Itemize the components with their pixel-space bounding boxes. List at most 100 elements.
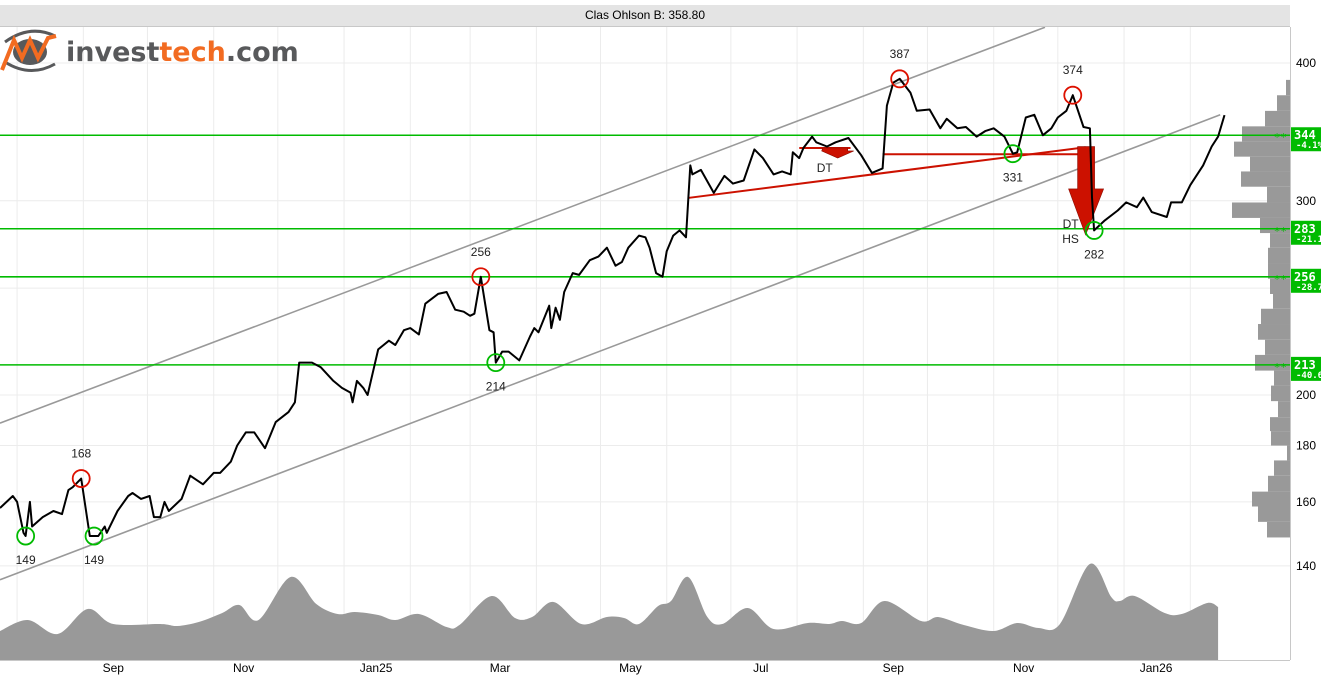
bottom-marker-circle: [486, 353, 506, 373]
y-tick-label: 400: [1296, 56, 1316, 70]
level-asterisks-icon: **: [1274, 361, 1287, 374]
level-label: 344-4.1%: [1291, 127, 1321, 151]
turning-point-markers: 168 149 149 256 214 387 331 374 282: [16, 47, 1105, 567]
level-label-box: [1291, 220, 1321, 245]
level-label: 283-21.1%: [1291, 220, 1321, 245]
level-percent: -28.7%: [1296, 283, 1321, 293]
volume-profile-bar: [1232, 202, 1290, 218]
volume-profile: [1232, 79, 1290, 538]
level-price: 283: [1294, 222, 1316, 236]
sell-signal-arrow-icon: [1068, 146, 1105, 236]
volume-profile-bar: [1258, 324, 1290, 340]
volume-profile-bar: [1242, 126, 1290, 142]
top-marker-circle: [1063, 85, 1083, 105]
x-tick-label: Sep: [103, 661, 125, 675]
x-tick-label: Jan26: [1140, 661, 1173, 675]
marker-value-label: 282: [1084, 247, 1104, 261]
volume-profile-bar: [1277, 95, 1290, 111]
trend-channel: [0, 27, 1221, 581]
volume-profile-bar: [1268, 475, 1290, 492]
volume-profile-bar: [1267, 186, 1290, 203]
volume-profile-bar: [1273, 293, 1290, 309]
level-label: 213-40.6%: [1291, 356, 1321, 381]
volume-profile-bar: [1270, 278, 1290, 294]
volume-profile-bar: [1268, 247, 1290, 264]
marker-value-label: 149: [84, 553, 104, 567]
marker-value-label: 331: [1003, 171, 1023, 185]
pattern-label: DT: [1063, 217, 1080, 231]
top-marker-circle: [71, 469, 91, 488]
pattern-line: [687, 146, 1086, 199]
volume-profile-bar: [1258, 506, 1290, 522]
pattern-label: HS: [1062, 232, 1079, 246]
marker-value-label: 149: [16, 553, 36, 567]
volume-profile-bar: [1261, 308, 1290, 325]
price-series: [0, 77, 1226, 537]
level-label-box: [1291, 127, 1321, 152]
level-label: 256-28.7%: [1291, 268, 1321, 293]
x-tick-label: Nov: [1013, 661, 1034, 675]
bottom-marker-circle: [1084, 221, 1104, 240]
sell-signal-arrow-icon: [821, 147, 854, 159]
volume-profile-bar: [1274, 370, 1290, 386]
volume-profile-bar: [1265, 110, 1290, 127]
y-axis: 400 300 200 180 160 140: [1296, 56, 1316, 573]
volume-profile-bar: [1268, 263, 1290, 279]
volume-profile-bar: [1267, 521, 1290, 538]
level-label-box: [1291, 356, 1321, 381]
volume-profile-bar: [1265, 339, 1290, 355]
logo-icon: [0, 29, 57, 72]
level-price: 213: [1294, 358, 1316, 372]
x-tick-label: Sep: [883, 661, 905, 675]
level-percent: -40.6%: [1296, 371, 1321, 381]
y-tick-label: 180: [1296, 439, 1316, 453]
marker-value-label: 256: [471, 245, 491, 259]
top-marker-circle: [471, 267, 491, 287]
support-resistance-levels: **344-4.1%**283-21.1%**256-28.7%**213-40…: [0, 127, 1321, 381]
bottom-marker-circle: [84, 526, 104, 546]
y-tick-label: 200: [1296, 388, 1316, 402]
y-tick-label: 160: [1296, 495, 1316, 509]
price-line: [0, 77, 1226, 537]
bottom-marker-circle: [16, 526, 36, 546]
volume-profile-bar: [1271, 385, 1290, 402]
level-asterisks-icon: **: [1274, 273, 1287, 286]
volume-profile-bar: [1270, 233, 1290, 248]
marker-value-label: 168: [71, 447, 91, 461]
x-tick-label: Jul: [753, 661, 768, 675]
volume-profile-bar: [1270, 417, 1290, 432]
volume-profile-bar: [1274, 460, 1290, 476]
level-price: 256: [1294, 270, 1316, 284]
chart-title: Clas Ohlson B: 358.80: [585, 8, 705, 22]
y-tick-label: 300: [1296, 194, 1316, 208]
pattern-label: DT: [817, 161, 834, 175]
top-marker-circle: [890, 69, 910, 89]
level-price: 344: [1294, 128, 1316, 142]
marker-value-label: 387: [890, 47, 910, 61]
level-label-box: [1291, 268, 1321, 293]
trend-channel-line: [0, 114, 1221, 581]
x-tick-label: Jan25: [360, 661, 393, 675]
x-tick-label: May: [619, 661, 642, 675]
bottom-marker-circle: [1003, 144, 1023, 164]
marker-value-label: 374: [1063, 63, 1083, 77]
volume-profile-bar: [1255, 354, 1290, 371]
volume-area-group: [0, 563, 1219, 660]
volume-profile-bar: [1250, 156, 1290, 172]
x-axis: Sep Nov Jan25 Mar May Jul Sep Nov Jan26: [103, 661, 1173, 675]
volume-profile-bar: [1278, 401, 1290, 418]
level-percent: -21.1%: [1296, 235, 1321, 245]
level-percent: -4.1%: [1296, 141, 1321, 151]
level-asterisks-icon: **: [1274, 131, 1287, 144]
volume-profile-bar: [1287, 445, 1290, 461]
marker-value-label: 214: [486, 380, 506, 394]
volume-profile-bar: [1271, 431, 1290, 446]
investtech-logo: investtech.com: [0, 29, 299, 72]
volume-profile-bar: [1286, 79, 1290, 96]
grid: [0, 27, 1291, 661]
title-bar: [0, 5, 1290, 26]
y-tick-label: 140: [1296, 559, 1316, 573]
